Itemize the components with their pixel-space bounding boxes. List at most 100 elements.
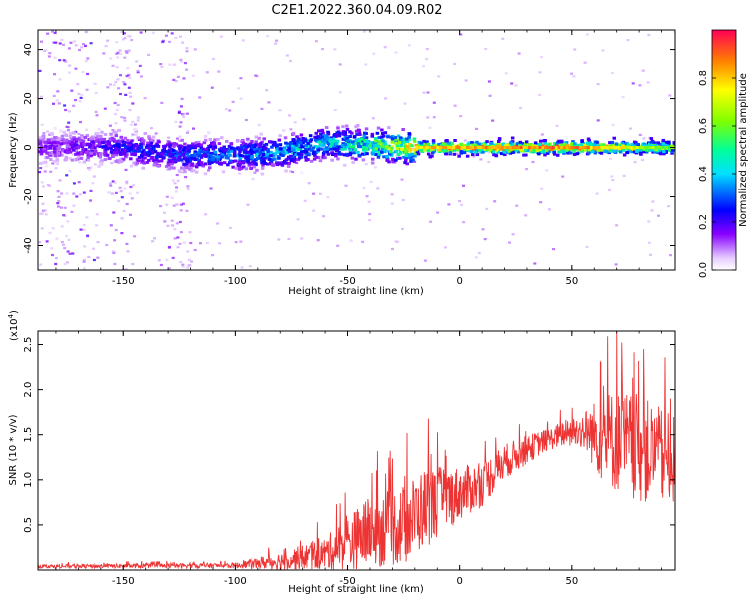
heatmap-signal-cell (88, 145, 92, 149)
heatmap-noise-cell (54, 262, 58, 266)
heatmap-noise-cell (75, 195, 79, 198)
heatmap-signal-cell (408, 149, 412, 153)
heatmap-signal-cell (365, 152, 369, 156)
heatmap-signal-cell (352, 151, 356, 155)
heatmap-noise-cell (40, 212, 44, 215)
heatmap-noise-cell (106, 86, 110, 89)
heatmap-signal-cell (222, 161, 227, 165)
heatmap-noise-cell (511, 233, 515, 236)
heatmap-noise-cell (428, 126, 432, 129)
heatmap-signal-cell (361, 145, 366, 149)
heatmap-signal-cell (400, 147, 404, 151)
heatmap-signal-cell (54, 144, 58, 148)
heatmap-signal-cell (437, 148, 441, 151)
heatmap-noise-cell (120, 116, 124, 119)
heatmap-signal-cell (94, 139, 98, 143)
heatmap-noise-cell (56, 202, 60, 205)
heatmap-noise-cell (178, 135, 182, 138)
heatmap-signal-cell (149, 138, 154, 142)
heatmap-noise-cell (78, 193, 82, 196)
heatmap-signal-cell (233, 159, 238, 163)
heatmap-noise-cell (57, 195, 61, 198)
heatmap-noise-cell (188, 231, 192, 234)
heatmap-noise-cell (540, 133, 544, 136)
spectrogram-frame (37, 29, 676, 271)
heatmap-signal-cell (296, 138, 300, 142)
heatmap-noise-cell (163, 211, 166, 214)
heatmap-core-cell (662, 146, 666, 150)
heatmap-noise-cell (246, 203, 250, 206)
heatmap-signal-cell (516, 150, 521, 154)
heatmap-noise-cell (211, 254, 215, 257)
heatmap-noise-cell (657, 214, 660, 217)
heatmap-core-cell (611, 146, 615, 150)
heatmap-noise-cell (80, 93, 84, 96)
heatmap-noise-cell (54, 167, 58, 170)
heatmap-noise-cell (338, 63, 342, 66)
heatmap-signal-cell (538, 143, 542, 147)
heatmap-signal-cell (383, 150, 387, 154)
heatmap-signal-cell (376, 144, 380, 148)
heatmap-signal-cell (136, 159, 140, 163)
heatmap-signal-cell (267, 157, 272, 161)
heatmap-signal-cell (105, 153, 110, 157)
heatmap-signal-cell (345, 124, 349, 128)
heatmap-core-cell (457, 146, 462, 150)
heatmap-signal-cell (124, 145, 128, 149)
heatmap-signal-cell (72, 136, 76, 140)
heatmap-signal-cell (410, 152, 414, 156)
heatmap-core-cell (541, 146, 545, 150)
heatmap-signal-cell (260, 166, 265, 170)
heatmap-signal-cell (261, 155, 265, 159)
heatmap-signal-cell (86, 158, 91, 162)
heatmap-signal-cell (142, 153, 147, 156)
heatmap-noise-cell (86, 72, 90, 76)
heatmap-signal-cell (395, 147, 400, 150)
heatmap-signal-cell (173, 152, 177, 156)
x-tick-label: -100 (224, 576, 247, 587)
heatmap-signal-cell (112, 149, 116, 152)
heatmap-noise-cell (289, 59, 292, 63)
heatmap-signal-cell (322, 150, 327, 154)
heatmap-noise-cell (314, 40, 318, 43)
heatmap-signal-cell (329, 144, 333, 148)
heatmap-signal-cell (168, 160, 172, 163)
heatmap-noise-cell (186, 266, 190, 269)
heatmap-noise-cell (68, 170, 72, 173)
heatmap-signal-cell (297, 156, 302, 160)
heatmap-signal-cell (108, 144, 112, 148)
heatmap-noise-cell (178, 242, 182, 245)
heatmap-noise-cell (186, 130, 190, 133)
heatmap-signal-cell (199, 146, 204, 150)
heatmap-noise-cell (463, 139, 467, 142)
heatmap-signal-cell (72, 131, 77, 135)
heatmap-signal-cell (165, 150, 170, 154)
heatmap-signal-cell (437, 142, 441, 146)
heatmap-noise-cell (125, 242, 129, 245)
heatmap-signal-cell (635, 150, 639, 153)
heatmap-signal-cell (294, 153, 298, 157)
heatmap-signal-cell (510, 142, 515, 146)
heatmap-signal-cell (153, 150, 158, 154)
heatmap-signal-cell (496, 150, 500, 154)
heatmap-noise-cell (173, 237, 177, 240)
heatmap-noise-cell (95, 213, 99, 216)
heatmap-signal-cell (221, 170, 226, 174)
heatmap-signal-cell (261, 153, 266, 156)
heatmap-noise-cell (641, 158, 645, 161)
y-tick-label: 40 (23, 43, 34, 56)
heatmap-noise-cell (62, 214, 66, 217)
heatmap-signal-cell (96, 152, 101, 156)
heatmap-signal-cell (452, 152, 457, 156)
heatmap-noise-cell (303, 199, 307, 202)
heatmap-noise-cell (66, 250, 70, 253)
heatmap-noise-cell (41, 202, 45, 205)
heatmap-signal-cell (47, 141, 51, 145)
heatmap-signal-cell (285, 144, 290, 148)
heatmap-signal-cell (612, 149, 616, 153)
heatmap-noise-cell (573, 48, 577, 51)
heatmap-signal-cell (193, 158, 198, 161)
heatmap-noise-cell (240, 266, 244, 269)
heatmap-noise-cell (60, 192, 64, 195)
